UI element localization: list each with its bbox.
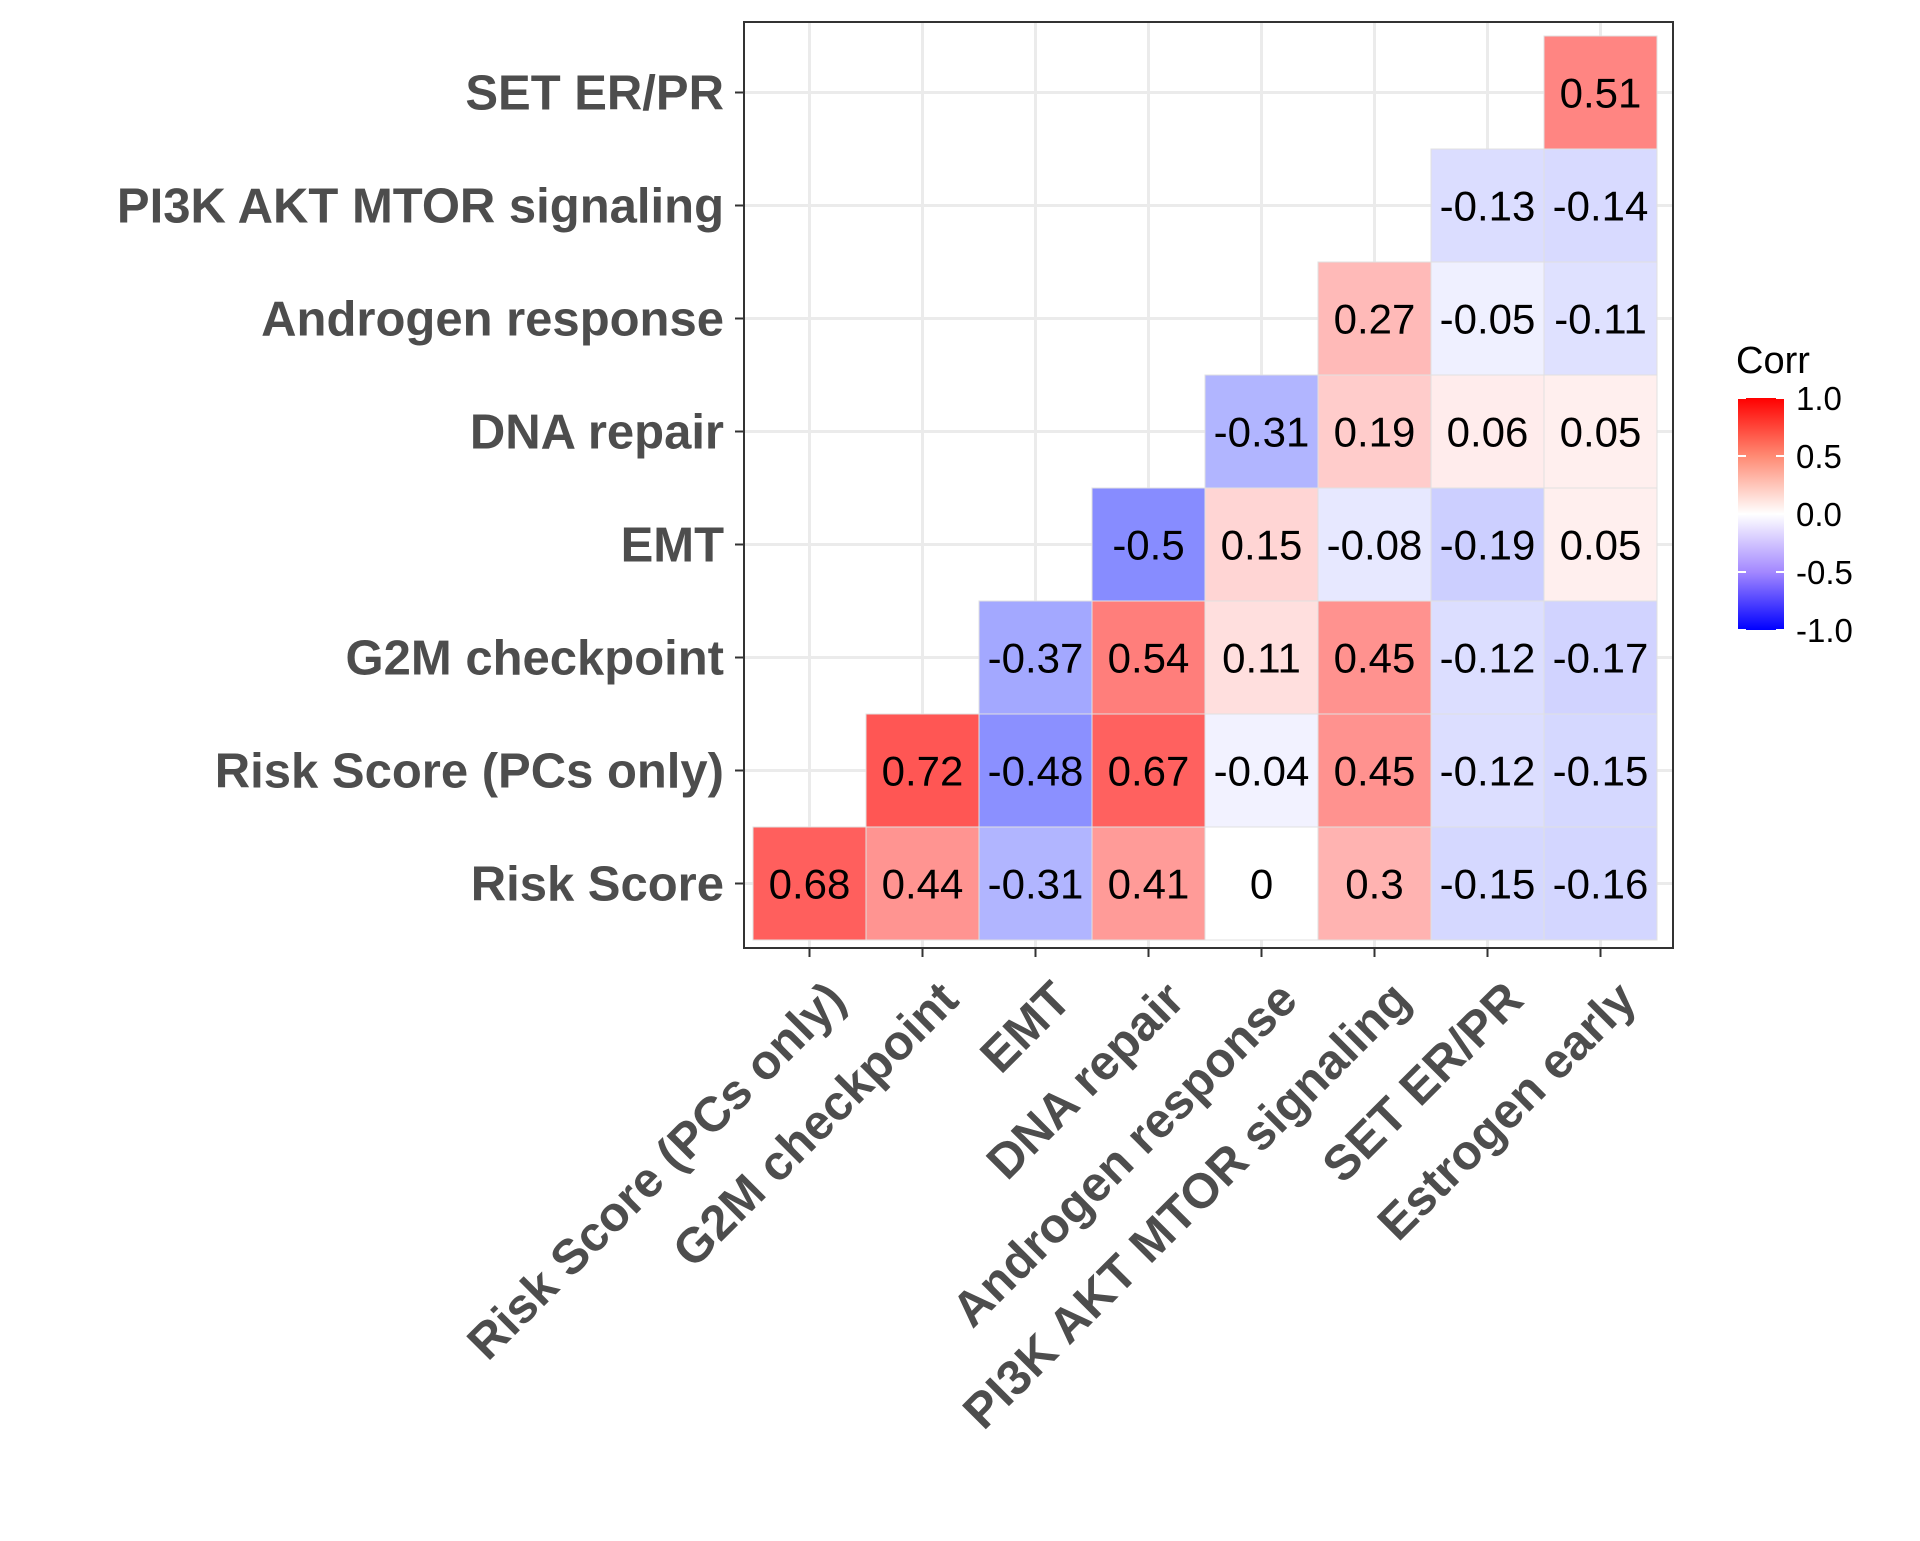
cell-value-label: 0.45: [1334, 635, 1416, 682]
panel-border: [743, 21, 1674, 949]
cell-value-label: -0.5: [1112, 522, 1184, 569]
cell-value-label: -0.15: [1553, 748, 1649, 795]
heatmap-cell: [865, 713, 980, 828]
y-tick-label: PI3K AKT MTOR signaling: [117, 180, 724, 234]
legend-tick-label: 1.0: [1796, 380, 1842, 417]
heatmap-cells: [752, 35, 1658, 941]
heatmap-cell: [1543, 35, 1658, 150]
cell-value-label: 0.67: [1108, 748, 1190, 795]
x-axis-ticks: Risk Score (PCs only)G2M checkpoint EMTDN…: [457, 948, 1647, 1439]
cell-value-label: 0.44: [882, 861, 964, 908]
legend-tick-label: -1.0: [1796, 612, 1853, 649]
heatmap-cell: [1317, 374, 1432, 489]
heatmap-cell: [1430, 261, 1545, 376]
cell-value-label: -0.12: [1440, 748, 1536, 795]
heatmap-cell: [978, 826, 1093, 941]
legend-tick-label: -0.5: [1796, 554, 1853, 591]
legend-tick-label: 0.5: [1796, 438, 1842, 475]
cell-value-label: 0.06: [1447, 409, 1529, 456]
heatmap-cell: [1543, 487, 1658, 602]
y-axis-ticks: Risk Score Risk Score (PCs only) G2M check…: [117, 67, 744, 912]
legend-tick-label: 0.0: [1796, 496, 1842, 533]
cell-value-label: -0.31: [1214, 409, 1310, 456]
cell-value-label: -0.48: [988, 748, 1084, 795]
cell-value-label: 0.72: [882, 748, 964, 795]
heatmap-cell: [752, 826, 867, 941]
heatmap-cell: [1204, 713, 1319, 828]
cell-value-label: -0.15: [1440, 861, 1536, 908]
cell-value-label: 0.11: [1222, 635, 1301, 682]
cell-value-label: -0.13: [1440, 183, 1536, 230]
cell-value-label: -0.19: [1440, 522, 1536, 569]
cell-value-label: 0.41: [1108, 861, 1190, 908]
heatmap-cell: [1430, 713, 1545, 828]
heatmap-cell: [1430, 826, 1545, 941]
cell-value-label: 0.27: [1334, 296, 1416, 343]
y-tick-label: G2M checkpoint: [346, 632, 724, 686]
y-tick-label: Risk Score (PCs only): [215, 745, 724, 799]
cell-value-label: -0.37: [988, 635, 1084, 682]
cell-value-label: -0.08: [1327, 522, 1423, 569]
cell-value-label: 0.54: [1108, 635, 1190, 682]
cell-value-label: -0.17: [1553, 635, 1649, 682]
heatmap-cell: [1091, 713, 1206, 828]
heatmap-cell: [1543, 600, 1658, 715]
y-tick-label: SET ER/PR: [465, 67, 724, 121]
heatmap-cell: [865, 826, 980, 941]
cell-value-label: 0: [1250, 861, 1273, 908]
heatmap-cell: [1091, 600, 1206, 715]
heatmap-cell: [1543, 713, 1658, 828]
heatmap-cell: [1543, 374, 1658, 489]
cell-value-label: 0.68: [769, 861, 851, 908]
y-tick-label: Risk Score: [471, 858, 724, 912]
heatmap-cell: [978, 600, 1093, 715]
heatmap-cell: [1204, 374, 1319, 489]
cell-value-label: -0.11: [1554, 296, 1647, 343]
cell-value-label: -0.14: [1553, 183, 1649, 230]
cell-value-label: -0.12: [1440, 635, 1536, 682]
cell-value-label: 0.45: [1334, 748, 1416, 795]
legend-title: Corr: [1736, 340, 1810, 382]
cell-value-label: 0.19: [1334, 409, 1416, 456]
heatmap-cell: [1317, 826, 1432, 941]
heatmap-cell: [1091, 487, 1206, 602]
cell-value-label: -0.04: [1214, 748, 1310, 795]
cell-value-label: 0.15: [1221, 522, 1303, 569]
y-tick-label: EMT: [621, 519, 725, 573]
legend: Corr 1.0 0.5 0.0 -0.5 -1.0: [1736, 340, 1853, 649]
cell-value-label: 0.51: [1560, 70, 1642, 117]
heatmap-cell: [1430, 148, 1545, 263]
heatmap-cell: [1204, 487, 1319, 602]
heatmap-cell: [1543, 148, 1658, 263]
y-tick-label: Androgen response: [261, 293, 724, 347]
heatmap-cell: [1204, 600, 1319, 715]
cell-value-labels: 0.68 0.44 -0.31 0.41 0 0.3 -0.15 -0.16 0.72 -0.48…: [769, 70, 1649, 908]
heatmap-cell: [1317, 600, 1432, 715]
cell-value-label: -0.31: [988, 861, 1084, 908]
heatmap-cell: [1430, 600, 1545, 715]
heatmap-cell: [1204, 826, 1319, 941]
heatmap-cell: [1317, 261, 1432, 376]
heatmap-cell: [1543, 826, 1658, 941]
cell-value-label: 0.05: [1560, 522, 1642, 569]
y-tick-label: DNA repair: [470, 406, 724, 460]
heatmap-cell: [978, 713, 1093, 828]
cell-value-label: 0.3: [1345, 861, 1403, 908]
heatmap-cell: [1317, 713, 1432, 828]
cell-value-label: 0.05: [1560, 409, 1642, 456]
cell-value-label: -0.16: [1553, 861, 1649, 908]
heatmap-cell: [1091, 826, 1206, 941]
cell-value-label: -0.05: [1440, 296, 1536, 343]
